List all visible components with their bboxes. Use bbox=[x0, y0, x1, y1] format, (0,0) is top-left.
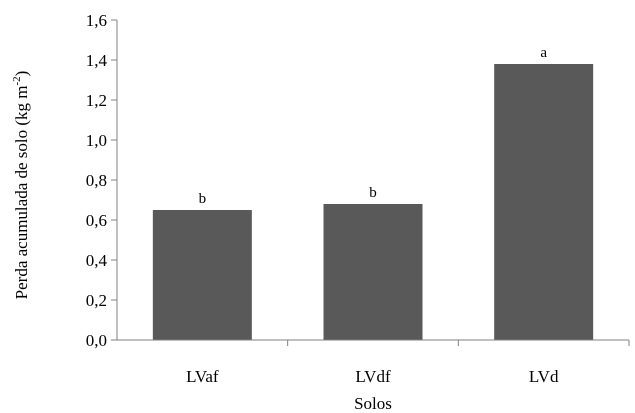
y-tick-label: 1,6 bbox=[86, 11, 107, 30]
y-axis-title-superscript: -2 bbox=[11, 76, 23, 85]
x-axis-ticks: LVaf LVdf LVd bbox=[186, 340, 630, 386]
y-tick-label: 0,8 bbox=[86, 171, 107, 190]
y-tick-label: 1,0 bbox=[86, 131, 107, 150]
bar-LVdf bbox=[323, 204, 423, 340]
x-tick-label: LVdf bbox=[355, 367, 391, 386]
y-tick-label: 1,2 bbox=[86, 91, 107, 110]
y-tick-label: 1,4 bbox=[86, 51, 108, 70]
y-tick-label: 0,0 bbox=[86, 331, 107, 350]
x-tick-label: LVd bbox=[529, 367, 559, 386]
bar-LVaf bbox=[152, 210, 252, 340]
x-tick-label: LVaf bbox=[186, 367, 219, 386]
bar-data-label: b bbox=[369, 185, 377, 201]
y-tick-label: 0,2 bbox=[86, 291, 107, 310]
y-axis-ticks: 0,0 0,2 0,4 0,6 0,8 1,0 1,2 1,4 1,6 bbox=[86, 11, 117, 350]
y-axis-title-close: ) bbox=[12, 71, 31, 77]
x-axis-title-text: Solos bbox=[354, 394, 392, 413]
bar-data-label: a bbox=[540, 45, 547, 61]
y-tick-label: 0,4 bbox=[86, 251, 108, 270]
bar-data-label: b bbox=[199, 191, 207, 207]
bar-data-labels: b b a bbox=[199, 45, 548, 207]
bar-LVd bbox=[494, 64, 594, 340]
y-axis-title-text: Perda acumulada de solo (kg m bbox=[12, 85, 31, 299]
y-axis-title: Perda acumulada de solo (kg m-2) bbox=[11, 71, 31, 300]
x-axis-title: Solos bbox=[354, 394, 392, 413]
y-tick-label: 0,6 bbox=[86, 211, 107, 230]
bars bbox=[152, 64, 594, 340]
